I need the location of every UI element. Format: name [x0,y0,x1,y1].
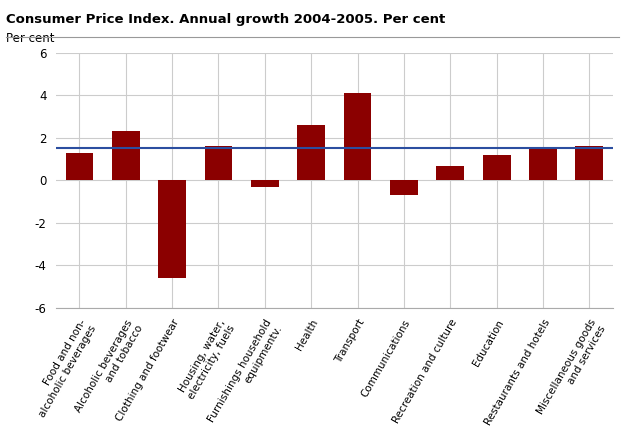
Text: Per cent: Per cent [6,32,55,45]
Bar [529,149,557,180]
Bar [204,147,232,180]
Bar [576,147,603,180]
Bar [344,93,371,180]
Bar [251,180,279,187]
Bar [482,155,511,180]
Bar [390,180,418,195]
Bar [112,132,140,180]
Bar [66,153,93,180]
Bar [298,125,325,180]
Bar [158,180,186,278]
Bar [436,165,464,180]
Text: Consumer Price Index. Annual growth 2004-2005. Per cent: Consumer Price Index. Annual growth 2004… [6,13,446,26]
